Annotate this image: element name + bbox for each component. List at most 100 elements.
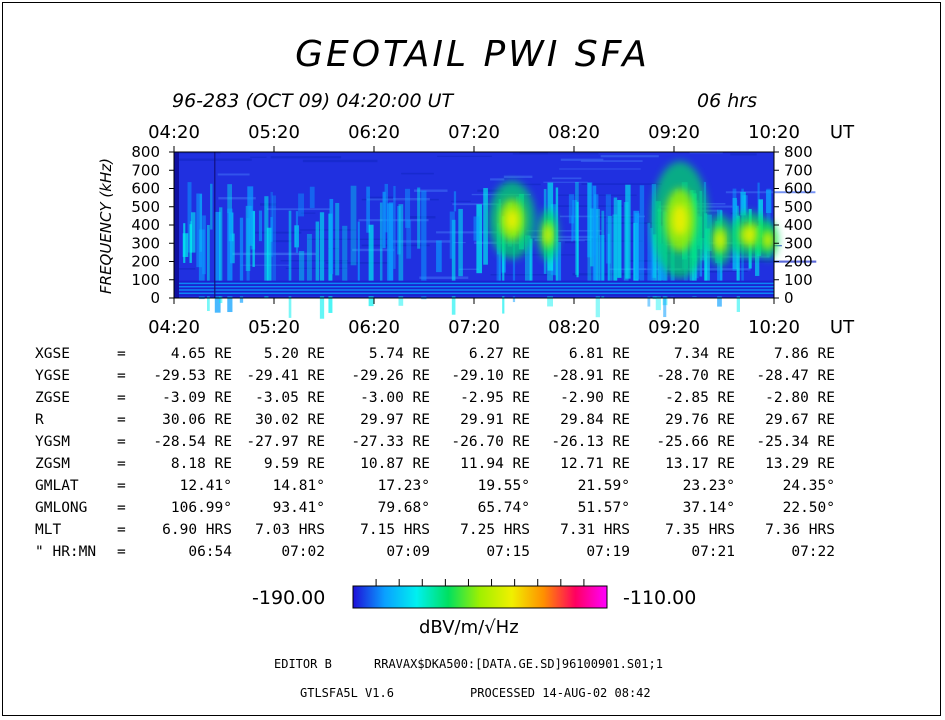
vertical-gap-line	[214, 152, 216, 298]
x-unit-bottom: UT	[830, 317, 855, 338]
ephemeris-value: -3.00 RE	[360, 390, 430, 406]
ephemeris-equals: =	[117, 390, 126, 406]
spectrogram-texture	[232, 253, 317, 256]
ephemeris-value: -29.41 RE	[246, 368, 325, 384]
spectrogram-texture	[477, 189, 504, 192]
spectrogram-blob	[587, 182, 592, 287]
spectrogram-blob	[384, 183, 389, 233]
y-tick-label-left: 700	[131, 161, 160, 179]
ephemeris-row-label: " HR:MN	[35, 544, 97, 560]
spectrogram-blob	[601, 210, 605, 299]
spectrogram-blob	[388, 202, 394, 296]
spectrogram-blob	[595, 208, 600, 318]
x-tick-label-top: 09:20	[648, 122, 700, 143]
ephemeris-equals: =	[117, 478, 126, 494]
ephemeris-value: 07:21	[691, 544, 735, 560]
spectrogram-texture	[299, 229, 357, 231]
x-tick-label-top: 10:20	[748, 122, 800, 143]
duration-label: 06 hrs	[697, 90, 757, 112]
ephemeris-value: 65.74°	[477, 500, 530, 516]
spectrogram-texture	[729, 260, 817, 263]
ephemeris-value: 11.94 RE	[460, 456, 530, 472]
ephemeris-value: 7.36 HRS	[765, 522, 835, 538]
y-tick-label-left: 400	[131, 216, 160, 234]
spectrogram-blob	[214, 211, 221, 313]
ephemeris-value: 37.14°	[682, 500, 735, 516]
ephemeris-value: 6.81 RE	[568, 346, 630, 362]
spectrogram-blob	[309, 186, 315, 209]
spectrogram-texture	[218, 197, 256, 200]
footer-version: GTLSFA5L V1.6	[300, 686, 394, 700]
colorbar-unit: dBV/m/√Hz	[419, 617, 519, 638]
ephemeris-value: 07:19	[586, 544, 630, 560]
spectrogram-blob	[576, 201, 579, 278]
spectrogram-blob	[315, 221, 320, 288]
spectrogram-texture	[280, 260, 349, 262]
spectrogram-texture	[452, 203, 502, 206]
spectrogram-blob	[451, 219, 456, 315]
spectrogram-blob	[227, 184, 233, 214]
spectrogram-texture	[708, 271, 724, 273]
spectrogram-blob	[705, 228, 710, 284]
ephemeris-value: -28.54 RE	[153, 434, 232, 450]
spectrogram-blob	[298, 193, 304, 217]
spectrogram-blob	[270, 191, 273, 257]
spectrogram-texture	[730, 212, 747, 215]
x-unit-top: UT	[830, 122, 855, 143]
ephemeris-value: -27.33 RE	[351, 434, 430, 450]
ephemeris-value: 6.90 HRS	[162, 522, 232, 538]
spectrogram-blob	[335, 202, 340, 276]
ephemeris-value: 7.35 HRS	[665, 522, 735, 538]
spectrogram-texture	[560, 158, 604, 161]
spectrogram-texture	[458, 268, 479, 270]
colorbar-max-label: -110.00	[623, 587, 697, 609]
spectrogram-blob	[342, 225, 348, 293]
ephemeris-value: 29.91 RE	[460, 412, 530, 428]
spectrogram-texture	[358, 219, 429, 222]
ephemeris-row-label: MLT	[35, 522, 62, 538]
ephemeris-value: 7.15 HRS	[360, 522, 430, 538]
spectrogram-blob	[650, 227, 654, 297]
spectrogram-blob	[458, 208, 463, 277]
spectrogram-texture	[528, 235, 597, 239]
ephemeris-value: -25.34 RE	[756, 434, 835, 450]
spectrogram-texture	[307, 238, 388, 240]
y-tick-label-left: 600	[131, 180, 160, 198]
ephemeris-value: 23.23°	[682, 478, 735, 494]
y-tick-label-right: 200	[784, 253, 813, 271]
y-tick-label-left: 500	[131, 198, 160, 216]
emission-core	[744, 228, 756, 242]
colorbar-gradient	[352, 585, 608, 609]
spectrogram-texture	[503, 175, 533, 178]
spectrogram-blob	[765, 189, 772, 214]
spectrogram-blob	[652, 234, 657, 300]
ephemeris-row-label: ZGSE	[35, 390, 70, 406]
spectrogram-texture	[250, 156, 267, 158]
ephemeris-value: -28.91 RE	[551, 368, 630, 384]
spectrogram-image	[174, 152, 817, 319]
spectrogram-blob	[295, 211, 299, 253]
y-axis-label: FREQUENCY (kHz)	[97, 158, 115, 294]
spectrogram-texture	[526, 230, 602, 232]
emission-core	[672, 204, 688, 236]
spectrogram-blob	[568, 194, 575, 224]
spectrogram-texture	[361, 244, 430, 247]
x-tick-label-bottom: 07:20	[448, 317, 500, 338]
ephemeris-value: 12.71 RE	[560, 456, 630, 472]
ephemeris-value: 29.84 RE	[560, 412, 630, 428]
x-tick-label-bottom: 04:20	[148, 317, 200, 338]
spectrogram-blob	[398, 204, 404, 306]
y-axis-label-wrap: FREQUENCY (kHz)	[86, 158, 116, 302]
ephemeris-value: -29.26 RE	[351, 368, 430, 384]
ephemeris-value: 29.97 RE	[360, 412, 430, 428]
footer-path: RRAVAX$DKA500:[DATA.GE.SD]96100901.S01;1	[374, 657, 663, 671]
ephemeris-value: 93.41°	[272, 500, 325, 516]
spectrogram-blob	[529, 238, 533, 286]
y-tick-label-left: 800	[131, 143, 160, 161]
ephemeris-value: 7.25 HRS	[460, 522, 530, 538]
y-tick-label-right: 400	[784, 216, 813, 234]
ephemeris-value: 12.41°	[179, 478, 232, 494]
ephemeris-value: -2.80 RE	[765, 390, 835, 406]
ephemeris-value: -29.10 RE	[451, 368, 530, 384]
